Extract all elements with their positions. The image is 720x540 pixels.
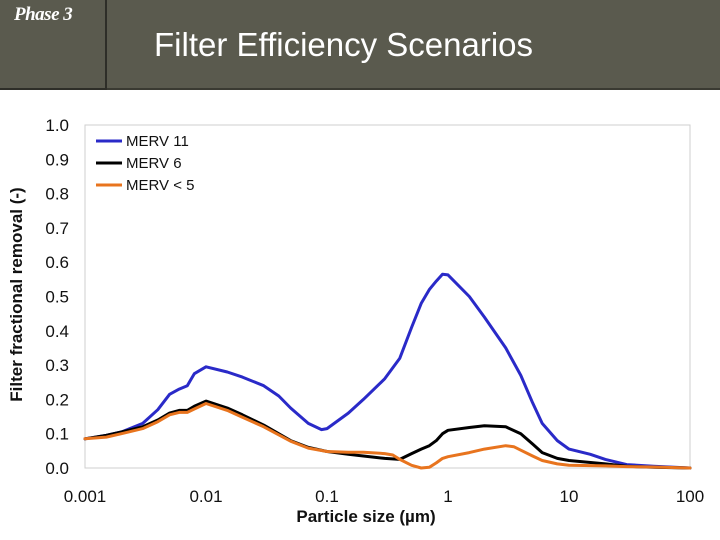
series-line-1 [83, 272, 692, 470]
x-tick-label: 100 [676, 487, 704, 506]
x-tick-label: 0.1 [315, 487, 339, 506]
series-lines [83, 272, 692, 470]
x-tick-labels: 0.001 0.01 0.1 1 10 100 [64, 487, 704, 506]
y-tick-label: 0.7 [45, 219, 69, 238]
y-tick-label: 0.3 [45, 356, 69, 375]
legend-label: MERV 6 [126, 155, 182, 172]
y-tick-label: 0.9 [45, 150, 69, 169]
y-tick-label: 0.8 [45, 185, 69, 204]
y-tick-label: 0.4 [45, 322, 69, 341]
x-tick-label: 0.01 [189, 487, 222, 506]
y-axis-label: Filter fractional removal (-) [7, 187, 26, 401]
series-line-3 [83, 402, 692, 470]
legend-label: MERV < 5 [126, 177, 195, 194]
y-tick-label: 0.6 [45, 253, 69, 272]
y-tick-labels: 0.0 0.1 0.2 0.3 0.4 0.5 0.6 0.7 0.8 0.9 1.0 [45, 116, 69, 478]
phase-box: Phase 3 [0, 0, 107, 90]
y-tick-label: 0.2 [45, 390, 69, 409]
phase-label: Phase 3 [14, 4, 73, 25]
legend: MERV 11 MERV 6 MERV < 5 [96, 133, 195, 194]
y-tick-label: 0.1 [45, 425, 69, 444]
y-tick-label: 0.5 [45, 288, 69, 307]
series-line-2 [83, 399, 692, 470]
x-tick-label: 0.001 [64, 487, 107, 506]
slide-title: Filter Efficiency Scenarios [154, 26, 534, 63]
legend-label: MERV 11 [126, 133, 189, 150]
filter-efficiency-chart: 0.00.10.20.30.40.50.60.70.80.91.0 0.001 0… [7, 116, 704, 526]
y-tick-label: 0.0 [45, 459, 69, 478]
x-tick-label: 10 [560, 487, 579, 506]
y-tick-label: 1.0 [45, 116, 69, 135]
x-tick-label: 1 [443, 487, 452, 506]
x-axis-label: Particle size (µm) [296, 507, 435, 526]
slide-header: Phase 3 Filter Efficiency Scenarios [0, 0, 720, 90]
